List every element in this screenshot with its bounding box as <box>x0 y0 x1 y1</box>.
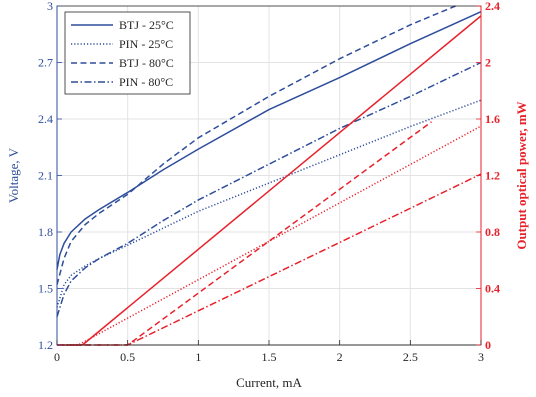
right-y-axis-label: Output optical power, mW <box>514 101 529 249</box>
x-tick-label: 1 <box>195 350 201 364</box>
power-series-6 <box>57 121 432 346</box>
y-left-tick-label: 2.1 <box>38 169 53 183</box>
y-right-tick-label: 1.6 <box>485 112 500 126</box>
x-tick-label: 3 <box>478 350 484 364</box>
y-right-tick-label: 1.2 <box>485 169 500 183</box>
y-left-tick-label: 1.8 <box>38 225 53 239</box>
legend-label: BTJ - 25°C <box>119 18 174 32</box>
y-left-tick-label: 3 <box>47 0 53 13</box>
legend-label: PIN - 25°C <box>119 37 173 51</box>
x-tick-label: 2 <box>337 350 343 364</box>
voltage-series-0 <box>56 10 482 270</box>
x-tick-label: 2.5 <box>403 350 418 364</box>
voltage-series-1 <box>56 99 482 308</box>
x-axis-label: Current, mA <box>236 375 302 390</box>
voltage-series-2 <box>56 5 456 285</box>
x-tick-label: 0 <box>54 350 60 364</box>
y-right-tick-label: 0.8 <box>485 225 500 239</box>
x-tick-label: 1.5 <box>262 350 277 364</box>
grid <box>57 6 481 345</box>
y-left-tick-label: 1.2 <box>38 338 53 352</box>
y-left-tick-label: 1.5 <box>38 282 53 296</box>
y-left-tick-label: 2.4 <box>38 112 53 126</box>
legend-label: PIN - 80°C <box>119 75 173 89</box>
x-tick-label: 0.5 <box>120 350 135 364</box>
legend-label: BTJ - 80°C <box>119 56 174 70</box>
y-right-tick-label: 2 <box>485 56 491 70</box>
y-left-tick-label: 2.7 <box>38 56 53 70</box>
legend: BTJ - 25°C PIN - 25°C BTJ - 80°C PIN - 80°C <box>64 11 191 95</box>
left-y-axis-label: Voltage, V <box>6 147 21 203</box>
y-right-tick-label: 0.4 <box>485 282 500 296</box>
ticks: 0 0.5 1 1.5 2 2.5 31.21.51.82.12.42.7300.40.81… <box>38 0 500 364</box>
y-right-tick-label: 0 <box>485 338 491 352</box>
y-right-tick-label: 2.4 <box>485 0 500 13</box>
